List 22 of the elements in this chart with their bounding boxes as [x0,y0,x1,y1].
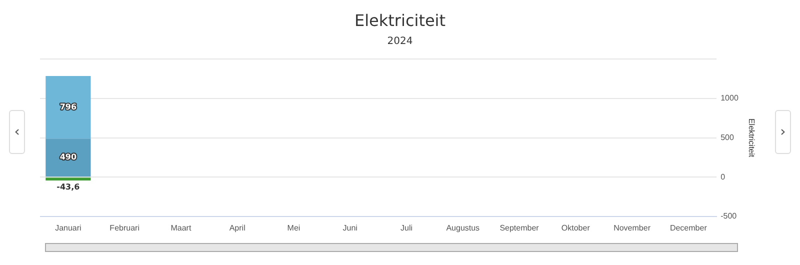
data-label: -43,6 [56,182,80,192]
y-tick-label: 500 [720,133,734,142]
x-tick-label: September [500,223,540,232]
data-label: 490 [60,152,77,162]
chart-subtitle: 2024 [387,36,413,47]
y-axis-title: Elektriciteit [746,118,756,158]
y-tick-label: 1000 [720,94,739,103]
x-tick-label: November [614,223,651,232]
x-tick-label: Oktober [561,223,590,232]
x-tick-label: Mei [287,223,300,232]
y-tick-label: 0 [720,172,726,182]
x-tick-label: Maart [170,223,192,232]
x-tick-label: April [229,223,246,232]
y-tick-label: -500 [720,212,738,221]
chart-title: Elektriciteit [354,10,446,30]
x-tick-label: Januari [55,223,82,232]
x-tick-label: Februari [110,223,140,232]
x-tick-label: Juli [400,223,413,232]
x-tick-label: Juni [342,223,358,232]
data-label: 796 [60,102,77,112]
x-tick-label: December [670,223,708,232]
x-tick-label: Augustus [446,223,480,232]
